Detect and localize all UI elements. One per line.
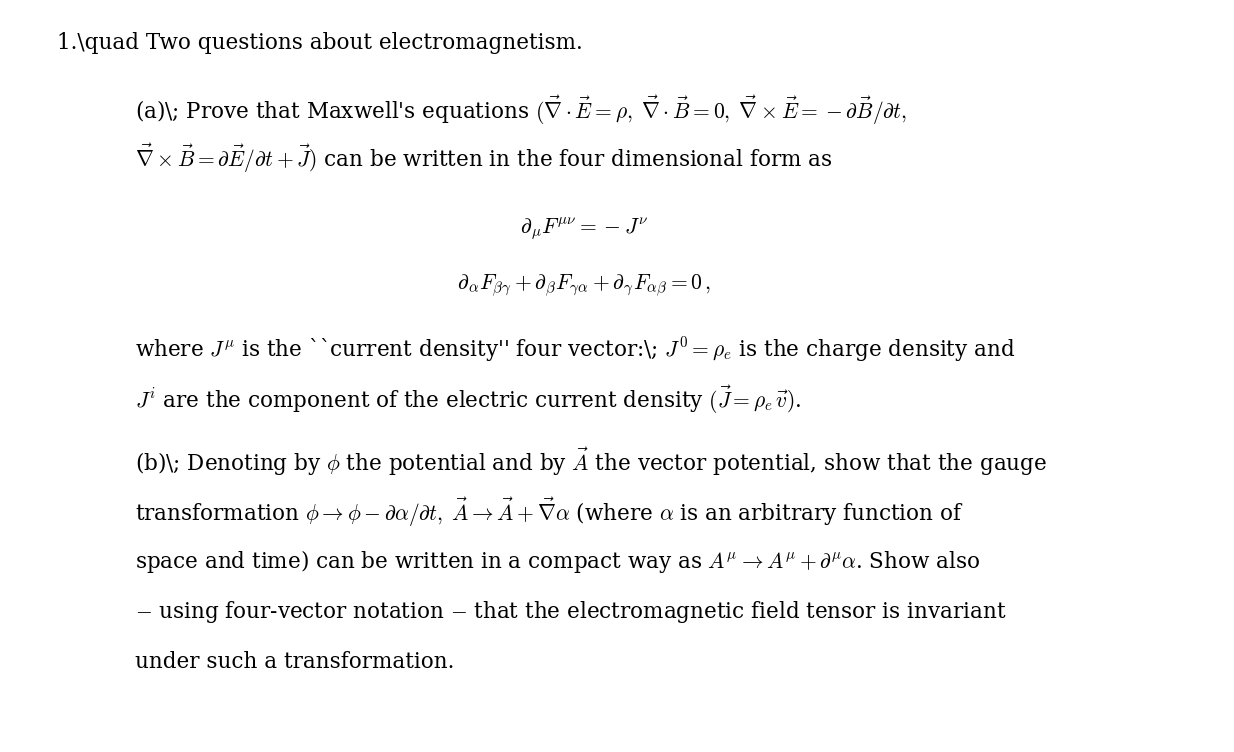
Text: where $J^{\mu}$ is the ``current density'' four vector:\; $J^0 = \rho_e$ is the : where $J^{\mu}$ is the ``current density…: [136, 335, 1016, 364]
Text: space and time) can be written in a compact way as $A^{\mu} \to A^{\mu} + \parti: space and time) can be written in a comp…: [136, 548, 981, 575]
Text: $-$ using four-vector notation $-$ that the electromagnetic field tensor is inva: $-$ using four-vector notation $-$ that …: [136, 599, 1007, 625]
Text: $\partial_{\alpha}F_{\beta\gamma} + \partial_{\beta}F_{\gamma\alpha} + \partial_: $\partial_{\alpha}F_{\beta\gamma} + \par…: [457, 273, 711, 299]
Text: transformation $\phi \to \phi - \partial\alpha/\partial t,\; \vec{A} \to \vec{A}: transformation $\phi \to \phi - \partial…: [136, 496, 964, 529]
Text: (b)\; Denoting by $\phi$ the potential and by $\vec{A}$ the vector potential, sh: (b)\; Denoting by $\phi$ the potential a…: [136, 446, 1048, 478]
Text: $\partial_{\mu} F^{\mu\nu} = -J^{\nu}$: $\partial_{\mu} F^{\mu\nu} = -J^{\nu}$: [520, 217, 648, 243]
Text: (a)\; Prove that Maxwell's equations $(\vec{\nabla} \cdot \vec{E} = \rho,\; \vec: (a)\; Prove that Maxwell's equations $(\…: [136, 93, 907, 126]
Text: $J^i$ are the component of the electric current density $(\vec{J} = \rho_e\, \ve: $J^i$ are the component of the electric …: [136, 384, 802, 416]
Text: under such a transformation.: under such a transformation.: [136, 651, 455, 673]
Text: $\vec{\nabla} \times \vec{B} = \partial\vec{E}/\partial t + \vec{J})$ can be wri: $\vec{\nabla} \times \vec{B} = \partial\…: [136, 142, 833, 175]
Text: 1.\quad Two questions about electromagnetism.: 1.\quad Two questions about electromagne…: [57, 32, 584, 53]
